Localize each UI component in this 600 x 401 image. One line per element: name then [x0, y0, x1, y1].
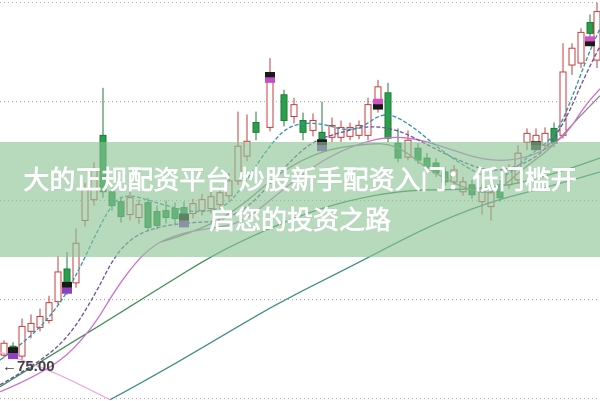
candle-up [54, 271, 62, 303]
trade-marker [373, 104, 383, 110]
ma-pink-slow-line [0, 351, 111, 401]
trade-marker [62, 281, 72, 288]
candle-up [290, 104, 298, 118]
candle-down [252, 121, 260, 133]
page-title-line2: 启您的投资之路 [208, 205, 391, 235]
candle-up [577, 31, 585, 64]
candle-up [0, 342, 8, 356]
candle-up [27, 322, 35, 332]
trade-marker [265, 71, 275, 78]
trade-marker [8, 353, 18, 360]
candle-up [309, 119, 317, 131]
trade-marker [62, 287, 72, 294]
candle-up [364, 104, 372, 136]
candle-up [36, 316, 44, 328]
candle-up [523, 132, 531, 143]
page-title-line1: 大的正规配资平台 炒股新手配资入门：低门槛开 [23, 165, 577, 195]
title-overlay-band: 大的正规配资平台 炒股新手配资入门：低门槛开 启您的投资之路 [0, 142, 600, 257]
trade-marker [265, 77, 275, 83]
candle-up [346, 126, 354, 137]
candle-up [266, 81, 274, 128]
candle-down [299, 119, 307, 133]
trade-marker [373, 98, 383, 105]
candle-up [328, 124, 336, 138]
candle-up [568, 47, 576, 66]
trade-marker [8, 347, 18, 354]
candle-up [355, 124, 363, 136]
trade-marker [585, 41, 595, 47]
price-label: ←75.00 [2, 358, 55, 375]
candle-down [280, 94, 288, 121]
trade-marker [585, 36, 595, 42]
candle-up [45, 302, 53, 321]
candle-down [586, 21, 594, 34]
candle-up [337, 126, 345, 138]
